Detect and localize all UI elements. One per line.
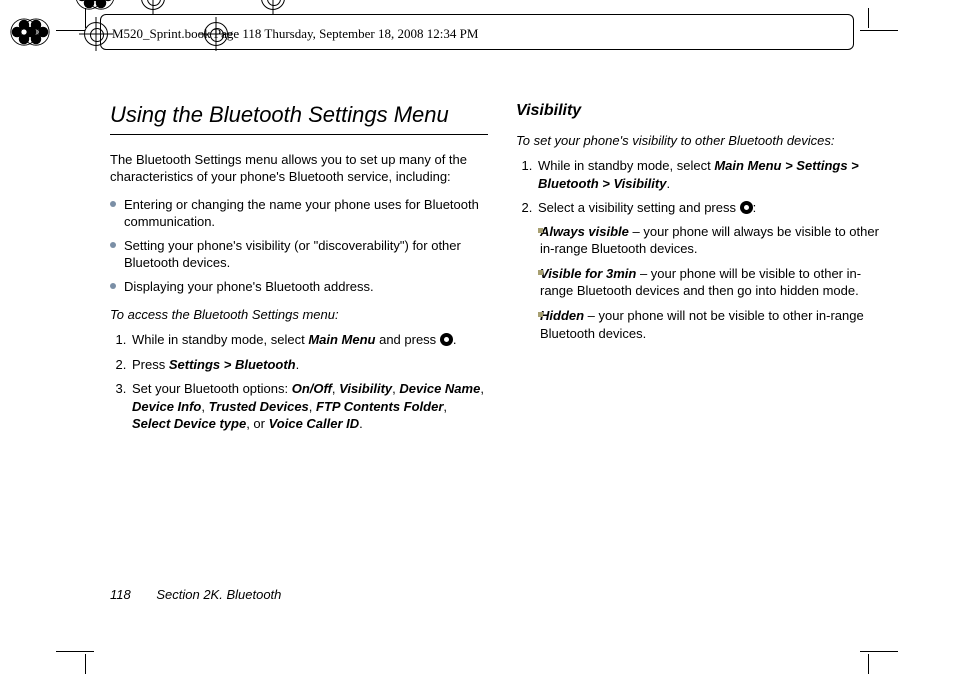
step-item: Press Settings > Bluetooth.	[130, 356, 488, 374]
bullet-item: Setting your phone's visibility (or "dis…	[110, 237, 488, 272]
right-column: Visibility To set your phone's visibilit…	[516, 100, 894, 602]
nav-key-icon	[740, 201, 753, 214]
section-label: Section 2K. Bluetooth	[156, 587, 281, 602]
option: Voice Caller ID	[269, 416, 360, 431]
menu-path: Settings > Bluetooth	[169, 357, 296, 372]
step-text: While in standby mode, select	[132, 332, 308, 347]
step-text: Select a visibility setting and press	[538, 200, 740, 215]
step-item: Select a visibility setting and press : …	[536, 199, 894, 342]
option: Visible for 3min	[540, 266, 636, 281]
crop-register-icon	[261, 0, 285, 10]
option: Device Name	[399, 381, 480, 396]
nav-key-icon	[440, 333, 453, 346]
option: FTP Contents Folder	[316, 399, 443, 414]
step-text: Set your Bluetooth options:	[132, 381, 292, 396]
option: Device Info	[132, 399, 201, 414]
step-item: While in standby mode, select Main Menu …	[130, 331, 488, 349]
step-text: Press	[132, 357, 169, 372]
lead-in: To access the Bluetooth Settings menu:	[110, 306, 488, 324]
section-title: Using the Bluetooth Settings Menu	[110, 100, 488, 135]
square-item: Always visible – your phone will always …	[538, 223, 894, 258]
subsection-title: Visibility	[516, 100, 894, 122]
bullet-item: Entering or changing the name your phone…	[110, 196, 488, 231]
intro-text: The Bluetooth Settings menu allows you t…	[110, 151, 488, 186]
header-text: M520_Sprint.book Page 118 Thursday, Sept…	[112, 26, 478, 42]
option: Trusted Devices	[209, 399, 309, 414]
option: Select Device type	[132, 416, 246, 431]
crop-register-icon	[141, 0, 165, 10]
lead-in: To set your phone's visibility to other …	[516, 132, 894, 150]
option: Hidden	[540, 308, 584, 323]
square-item: Visible for 3min – your phone will be vi…	[538, 265, 894, 300]
option: Visibility	[339, 381, 392, 396]
page-number: 118	[110, 587, 131, 602]
crop-fan-icon	[75, 0, 103, 10]
menu-path: Main Menu	[308, 332, 375, 347]
step-item: Set your Bluetooth options: On/Off, Visi…	[130, 380, 488, 433]
crop-fan-icon	[10, 18, 38, 46]
square-item: Hidden – your phone will not be visible …	[538, 307, 894, 342]
step-text: While in standby mode, select	[538, 158, 714, 173]
page-footer: 118 Section 2K. Bluetooth	[110, 587, 281, 602]
option: Always visible	[540, 224, 629, 239]
step-item: While in standby mode, select Main Menu …	[536, 157, 894, 192]
step-text: and press	[375, 332, 439, 347]
bullet-item: Displaying your phone's Bluetooth addres…	[110, 278, 488, 296]
option: On/Off	[292, 381, 332, 396]
left-column: Using the Bluetooth Settings Menu The Bl…	[110, 100, 488, 602]
option-desc: – your phone will not be visible to othe…	[540, 308, 864, 341]
